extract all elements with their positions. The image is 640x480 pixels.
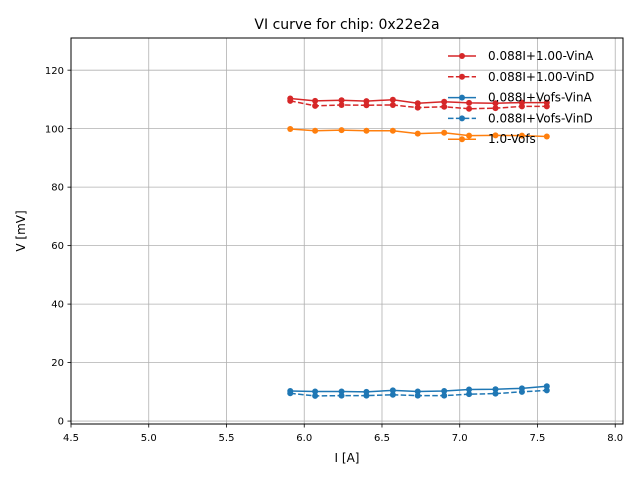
x-tick-label: 8.0 <box>607 433 623 444</box>
data-point <box>543 103 550 110</box>
data-point <box>518 388 525 395</box>
data-series <box>287 95 550 399</box>
legend-marker <box>459 94 465 101</box>
data-point <box>338 97 345 104</box>
data-point <box>312 388 319 395</box>
x-tick-label: 5.0 <box>141 433 157 444</box>
data-point <box>466 105 473 112</box>
legend-marker <box>459 53 465 59</box>
x-tick-label: 7.0 <box>452 433 468 444</box>
data-point <box>492 386 499 393</box>
data-point <box>414 104 421 111</box>
data-point <box>312 102 319 109</box>
legend-label: 0.088I+Vofs-VinD <box>488 111 593 125</box>
legend-entry: 0.088I+Vofs-VinD <box>448 111 593 125</box>
data-point <box>441 387 448 394</box>
axes-frame <box>70 37 624 425</box>
data-point <box>389 127 396 134</box>
data-point <box>389 101 396 108</box>
data-point <box>414 392 421 399</box>
data-point <box>543 133 550 140</box>
y-tick-label: 0 <box>58 417 64 428</box>
legend: 0.088I+1.00-VinA 0.088I+1.00-VinD 0.088I+V… <box>448 49 594 146</box>
data-point <box>518 132 525 139</box>
legend-label: 0.088I+Vofs-VinA <box>488 91 593 105</box>
legend-entry: 0.088I+1.00-VinA <box>448 49 594 63</box>
data-point <box>338 127 345 134</box>
data-point <box>363 102 370 109</box>
legend-marker <box>459 115 465 122</box>
data-point <box>389 387 396 394</box>
data-point <box>389 96 396 103</box>
data-point <box>492 100 499 107</box>
x-tick-label: 4.5 <box>63 433 79 444</box>
data-point <box>466 99 473 106</box>
data-point <box>518 103 525 110</box>
data-point <box>389 391 396 398</box>
data-point <box>492 105 499 112</box>
data-point <box>338 392 345 399</box>
y-axis-label: V [mV] <box>14 210 28 251</box>
data-point <box>312 392 319 399</box>
data-point <box>312 97 319 104</box>
data-point <box>492 132 499 139</box>
y-tick-label: 120 <box>45 66 64 77</box>
legend-entry: 0.088I+1.00-VinD <box>448 70 594 84</box>
legend-marker <box>459 136 465 143</box>
y-tick-label: 40 <box>51 300 64 311</box>
y-tick-label: 60 <box>51 241 64 252</box>
data-point <box>338 101 345 108</box>
legend-entry: 0.088I+Vofs-VinA <box>448 91 593 105</box>
chart-title: VI curve for chip: 0x22e2a <box>254 17 439 33</box>
y-tick-label: 100 <box>45 124 64 135</box>
x-axis-label: I [A] <box>335 451 360 465</box>
data-point <box>414 130 421 137</box>
data-point <box>363 127 370 134</box>
legend-label: 0.088I+1.00-VinA <box>488 49 594 63</box>
data-point <box>363 392 370 399</box>
data-point <box>466 386 473 393</box>
y-tick-label: 80 <box>51 183 64 194</box>
data-point <box>543 387 550 394</box>
series-3 <box>287 387 550 399</box>
data-point <box>492 390 499 397</box>
legend-label: 0.088I+1.00-VinD <box>488 70 594 84</box>
legend-label: 1.0-Vofs <box>488 132 536 146</box>
data-point <box>441 98 448 105</box>
series-4 <box>287 125 550 140</box>
data-point <box>441 103 448 110</box>
x-tick-label: 6.5 <box>374 433 390 444</box>
data-point <box>312 127 319 134</box>
legend-marker <box>459 73 465 80</box>
data-point <box>414 100 421 107</box>
data-point <box>466 132 473 139</box>
x-tick-label: 7.5 <box>530 433 546 444</box>
x-tick-label: 5.5 <box>219 433 235 444</box>
data-point <box>441 129 448 136</box>
x-tick-label: 6.0 <box>296 433 312 444</box>
data-point <box>287 97 294 104</box>
legend-entry: 1.0-Vofs <box>448 132 536 146</box>
data-point <box>441 392 448 399</box>
data-point <box>287 125 294 132</box>
data-point <box>287 390 294 397</box>
y-tick-label: 20 <box>51 358 64 369</box>
series-1 <box>287 97 550 112</box>
data-point <box>466 391 473 398</box>
axis-ticks: 4.5 5.0 5.5 6.0 6.5 7.0 7.5 8.0 0 20 40 60 80 100 120 <box>45 66 623 444</box>
